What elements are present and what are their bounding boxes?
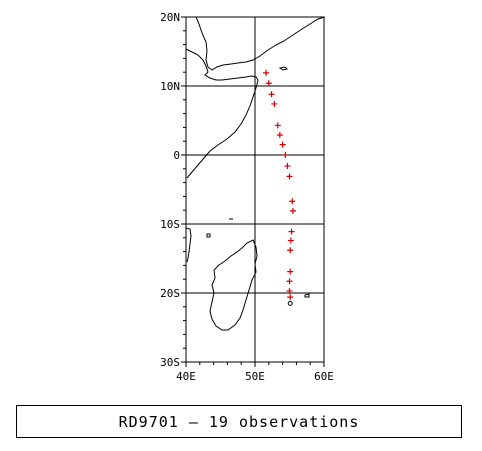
track-point (268, 91, 275, 98)
storm-track (263, 69, 296, 306)
lon-tick-label: 60E (314, 370, 334, 383)
lat-tick-label: 10N (160, 80, 180, 93)
axis-ticks (181, 16, 325, 367)
track-point (276, 131, 283, 138)
track-point (289, 207, 296, 214)
coastline-mozambique (185, 227, 192, 263)
track-point (265, 80, 272, 87)
track-point (286, 173, 293, 180)
coastline-africa-north (185, 48, 259, 81)
lon-tick-label: 40E (176, 370, 196, 383)
island-mauritius (304, 293, 310, 298)
island-socotra (278, 66, 288, 71)
caption-box: RD9701 — 19 observations (16, 405, 462, 438)
track-point (282, 152, 289, 158)
track-point (284, 163, 291, 170)
caption-title: RD9701 — 19 observations (118, 412, 360, 431)
track-end-point (287, 300, 293, 306)
track-point (271, 100, 278, 107)
track-point (279, 141, 286, 148)
lat-tick-label: 10S (160, 218, 180, 231)
track-point (286, 287, 293, 294)
lat-tick-label: 30S (160, 356, 180, 369)
track-point (286, 278, 293, 285)
lon-tick-label: 50E (245, 370, 265, 383)
track-point (288, 228, 295, 235)
island-comoros (206, 233, 211, 238)
lat-tick-label: 20N (160, 11, 180, 24)
track-point (287, 268, 294, 275)
lat-tick-label: 0 (173, 149, 180, 162)
axis-labels: 40E 50E 60E 20N 10N 0 10S 20S 30S (160, 11, 334, 383)
track-point (287, 294, 294, 301)
lat-tick-label: 20S (160, 287, 180, 300)
coastline-arabia (195, 16, 326, 71)
island-madagascar (209, 239, 258, 331)
grid-lines (186, 17, 324, 362)
track-point (274, 122, 281, 129)
coastline-africa-east (186, 79, 259, 179)
track-point (287, 247, 294, 254)
track-point (289, 198, 296, 205)
track-point (263, 69, 270, 76)
coastline (185, 16, 326, 331)
track-point (287, 237, 294, 244)
